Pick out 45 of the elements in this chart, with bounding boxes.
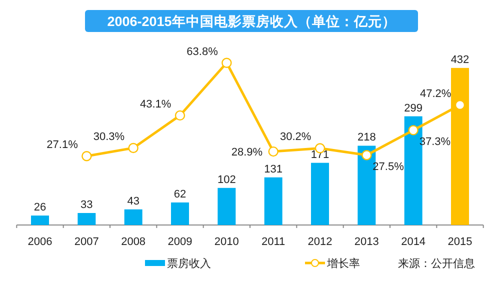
point: [268, 146, 278, 157]
data-label: 299: [404, 102, 423, 114]
point: [82, 151, 92, 162]
data-label: 27.1%: [46, 139, 78, 152]
bar: [311, 162, 329, 225]
x-tick-label: 2007: [74, 236, 99, 248]
data-label: 62: [174, 188, 186, 200]
data-label: 26: [34, 202, 46, 214]
point: [454, 100, 466, 110]
data-label: 131: [264, 163, 283, 176]
x-tick-label: 2013: [354, 236, 379, 248]
x-tick-label: 2009: [168, 236, 192, 248]
x-tick-label: 2011: [262, 236, 286, 248]
bar: [124, 209, 142, 225]
x-tick-label: 2012: [308, 236, 332, 248]
legend-label: 增长率: [326, 257, 360, 270]
data-label: 43: [127, 195, 140, 208]
point: [128, 142, 138, 154]
data-label: 33: [80, 199, 93, 211]
x-tick-label: 2015: [448, 236, 472, 248]
point: [408, 125, 418, 136]
point: [222, 58, 232, 68]
data-label: 43.1%: [140, 98, 172, 110]
chart-title: 2006-2015年中国电影票房收入（单位：亿元）: [107, 13, 396, 29]
data-label: 47.2%: [420, 88, 452, 100]
bar: [171, 202, 189, 225]
bar: [31, 216, 49, 225]
data-label: 218: [357, 132, 376, 144]
x-tick-label: 2006: [28, 236, 52, 248]
source-note: 来源：公开信息: [398, 257, 475, 270]
data-label: 30.3%: [93, 130, 125, 143]
data-label: 28.9%: [231, 146, 263, 159]
x-tick-label: 2008: [121, 236, 146, 248]
bar: [264, 177, 282, 225]
x-tick-label: 2010: [214, 236, 239, 248]
data-label: 30.2%: [280, 131, 312, 144]
bar: [78, 213, 96, 225]
point: [174, 110, 186, 121]
x-tick-label: 2014: [401, 236, 426, 248]
data-label: 432: [450, 54, 470, 66]
data-label: 102: [217, 174, 236, 186]
point: [362, 150, 372, 160]
data-label: 63.8%: [186, 46, 218, 58]
legend-label: 票房收入: [167, 257, 211, 270]
bar: [218, 188, 236, 225]
